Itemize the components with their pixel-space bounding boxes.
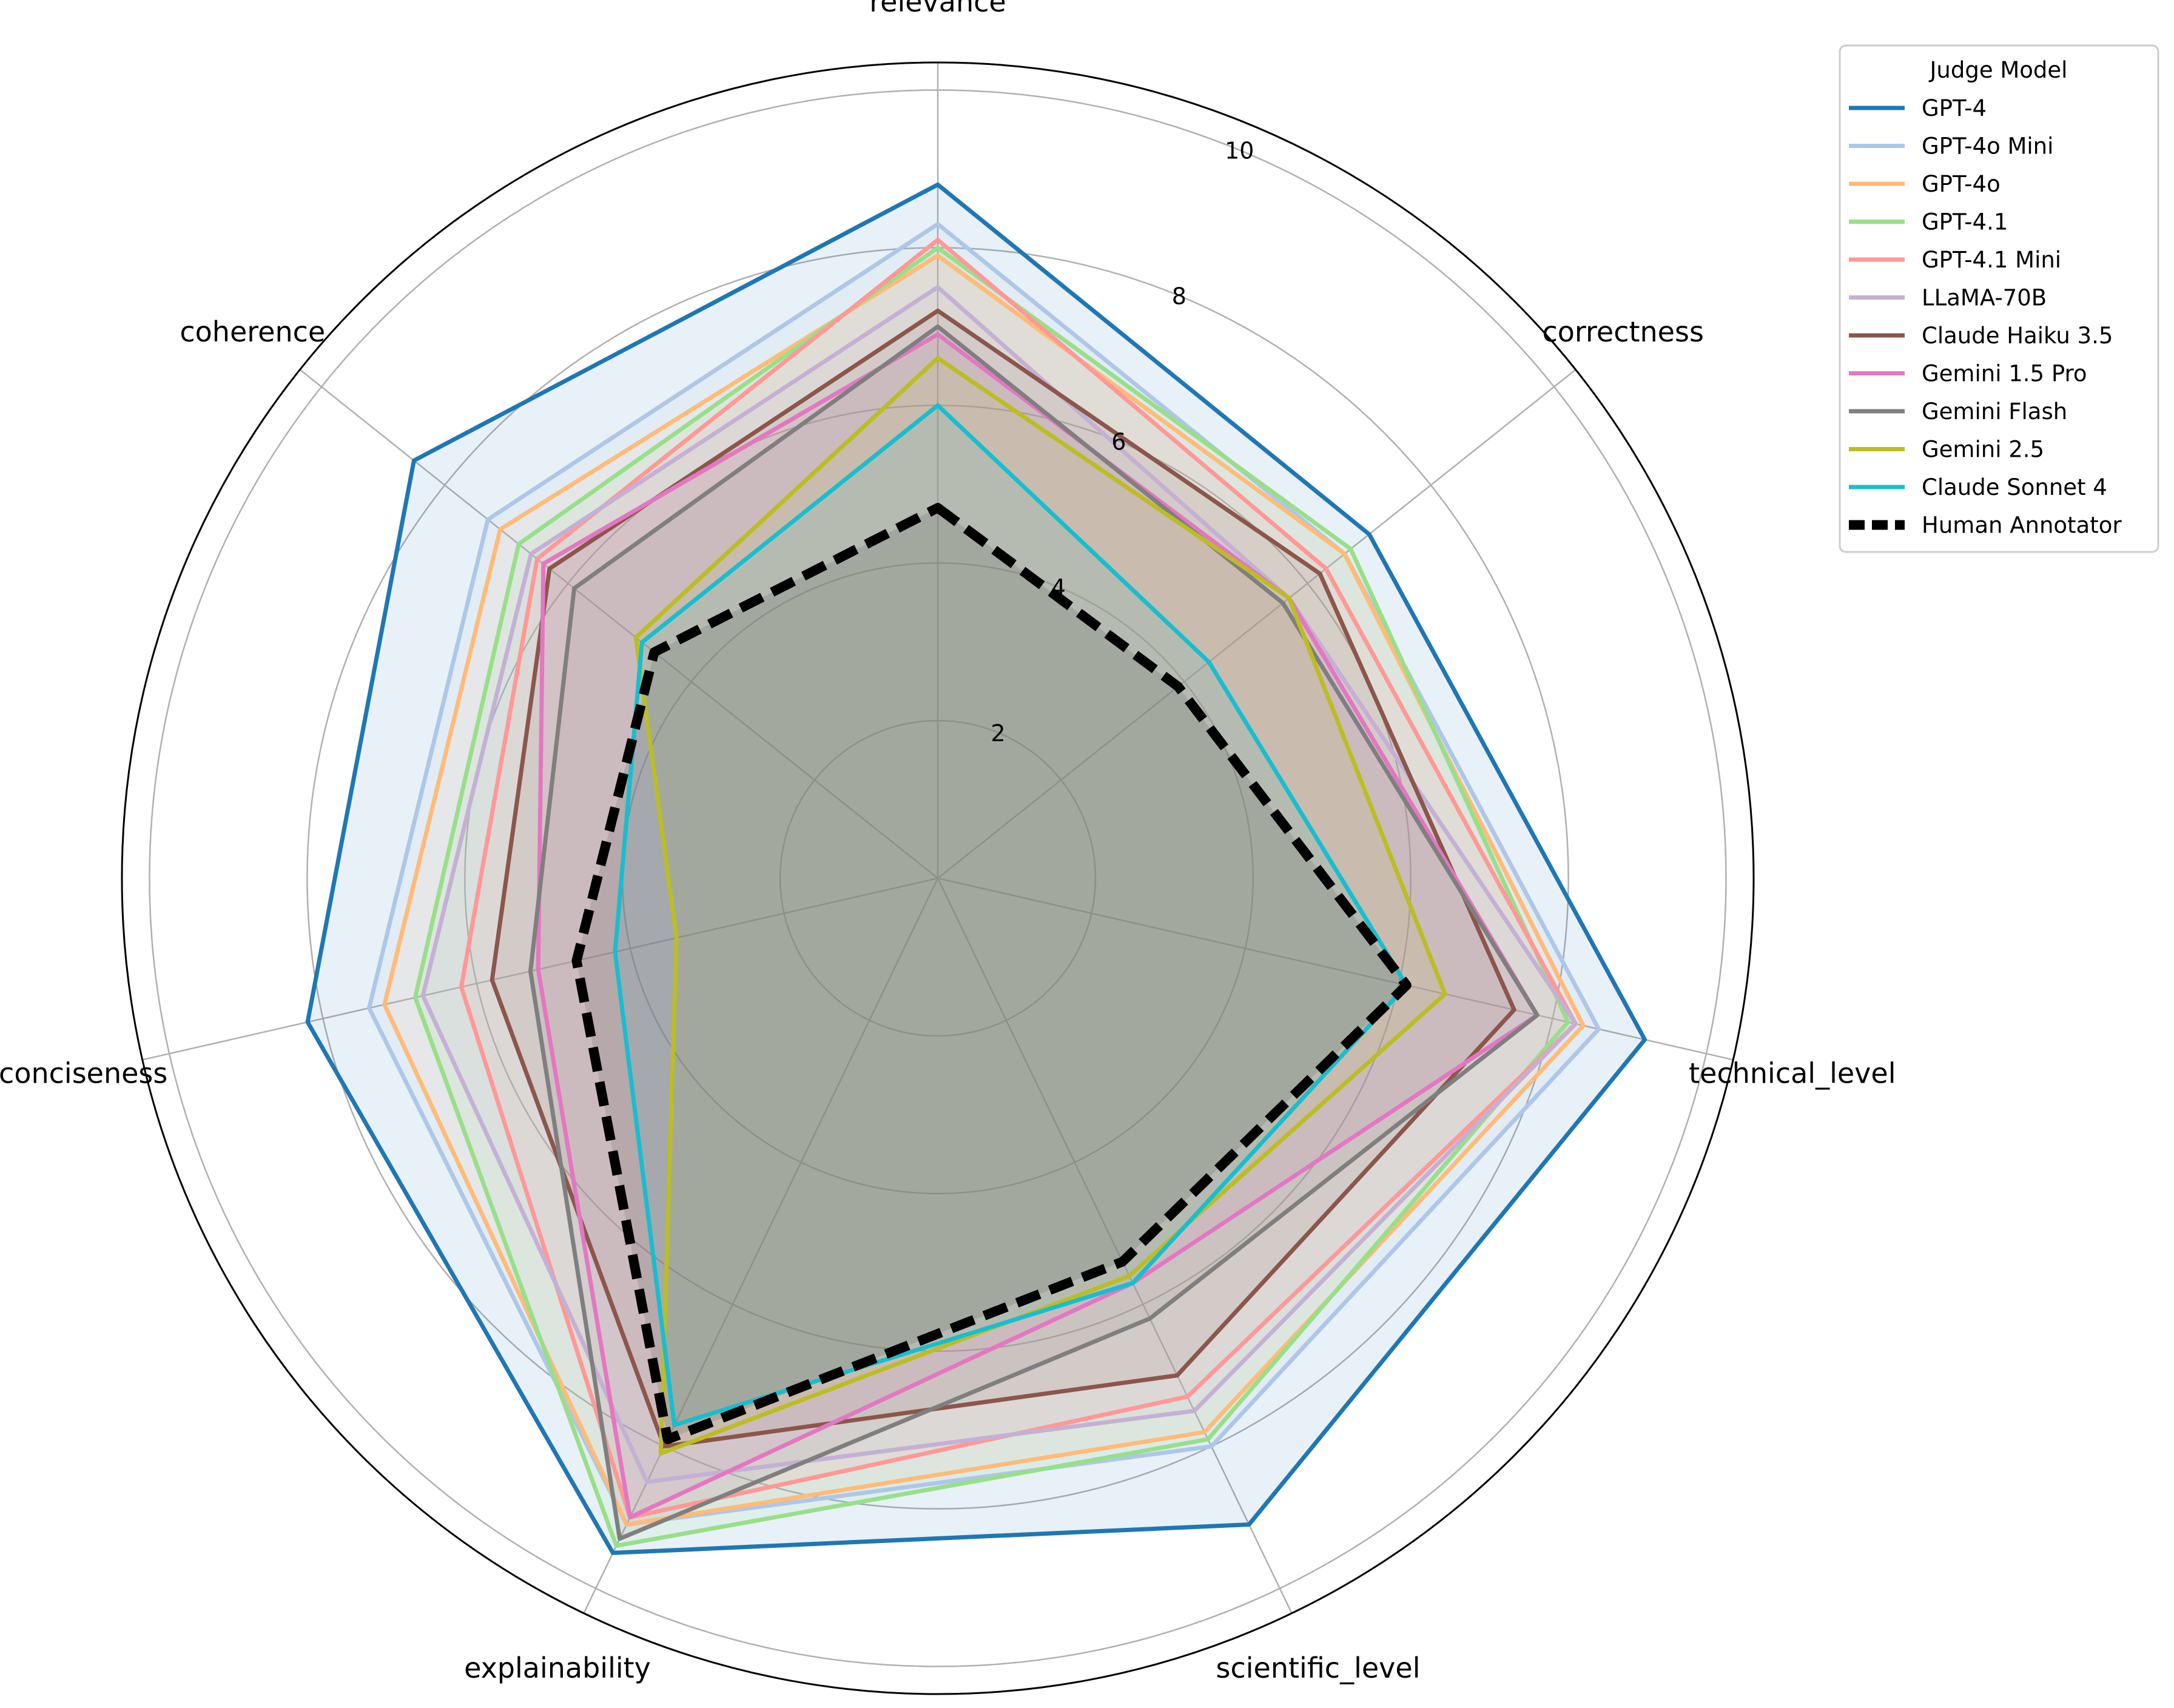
legend-label-gpt-4: GPT-4 (1922, 95, 1987, 121)
legend-label-gpt-4o: GPT-4o (1922, 171, 2001, 197)
spoke-correctness (937, 369, 1577, 879)
series-line-gpt-4-1 (413, 245, 1570, 1548)
radar-grid (121, 61, 1755, 1695)
legend-label-gpt-4-1-mini: GPT-4.1 Mini (1922, 247, 2061, 273)
spoke-explainability (583, 878, 939, 1614)
legend-label-gpt-4-1: GPT-4.1 (1922, 209, 2008, 235)
legend-frame (1839, 44, 2159, 553)
tick-label-4: 4 (1051, 574, 1066, 601)
axis-label-scientific_level: scientific_level (1216, 1652, 1421, 1684)
series-line-claude-haiku-3-5 (490, 308, 1516, 1449)
series-lines (305, 182, 1647, 1555)
series-line-claude-sonnet-4 (613, 403, 1409, 1427)
series-line-gpt-4-1-mini (459, 237, 1578, 1520)
series-fill-gpt-4o (384, 255, 1584, 1525)
series-line-human-annotator (571, 503, 1412, 1444)
legend-label-llama-70b: LLaMA-70B (1922, 285, 2047, 311)
legend-label-human-annotator: Human Annotator (1922, 513, 2122, 539)
series-line-gpt-4 (305, 182, 1647, 1555)
legend-items: GPT-4 GPT-4o Mini GPT-4o GPT-4.1 GPT-4.1 Min… (1849, 95, 2122, 539)
tick-label-8: 8 (1172, 283, 1186, 310)
legend-title: Judge Model (1929, 57, 2068, 83)
series-fill-gpt-4o-mini (369, 224, 1599, 1525)
outer-frame (121, 61, 1755, 1695)
series-fill-gemini-flash (530, 326, 1538, 1539)
series-line-gpt-4o (382, 253, 1586, 1527)
legend: Judge Model GPT-4 GPT-4o Mini GPT-4o GPT-4.… (1839, 44, 2159, 553)
legend-label-gemini-2-5: Gemini 2.5 (1922, 437, 2044, 463)
tick-label-10: 10 (1225, 137, 1254, 164)
spoke-coherence (299, 369, 938, 879)
axis-label-coherence: coherence (180, 315, 325, 348)
axis-label-relevance: relevance (869, 0, 1006, 18)
axis-label-correctness: correctness (1542, 315, 1703, 348)
radial-tick-labels: 2 4 6 8 10 (991, 137, 1254, 747)
tick-label-2: 2 (991, 720, 1005, 747)
series-fill-gemini-2-5 (636, 358, 1445, 1454)
legend-label-gpt-4o-mini: GPT-4o Mini (1922, 133, 2053, 160)
legend-label-gemini-1-5-pro: Gemini 1.5 Pro (1922, 361, 2087, 387)
series-fill-claude-sonnet-4 (614, 405, 1407, 1425)
tick-label-6: 6 (1111, 429, 1126, 456)
axis-label-conciseness: conciseness (0, 1057, 167, 1090)
series-fill-human-annotator (576, 508, 1407, 1440)
axis-labels: relevance correctness technical_levelscien… (0, 0, 1896, 1684)
series-line-llama-70b (420, 284, 1578, 1484)
legend-label-claude-haiku-3-5: Claude Haiku 3.5 (1922, 323, 2113, 349)
legend-label-claude-sonnet-4: Claude Sonnet 4 (1922, 474, 2107, 500)
legend-label-gemini-flash: Gemini Flash (1922, 398, 2067, 425)
series-fill-gemini-1-5-pro (538, 334, 1538, 1518)
axis-label-technical_level: technical_level (1689, 1057, 1896, 1090)
axis-label-explainability: explainability (464, 1652, 651, 1684)
series-line-gemini-flash (528, 324, 1540, 1541)
spoke-scientific_level (937, 878, 1293, 1614)
series-line-gemini-1-5-pro (536, 332, 1540, 1520)
